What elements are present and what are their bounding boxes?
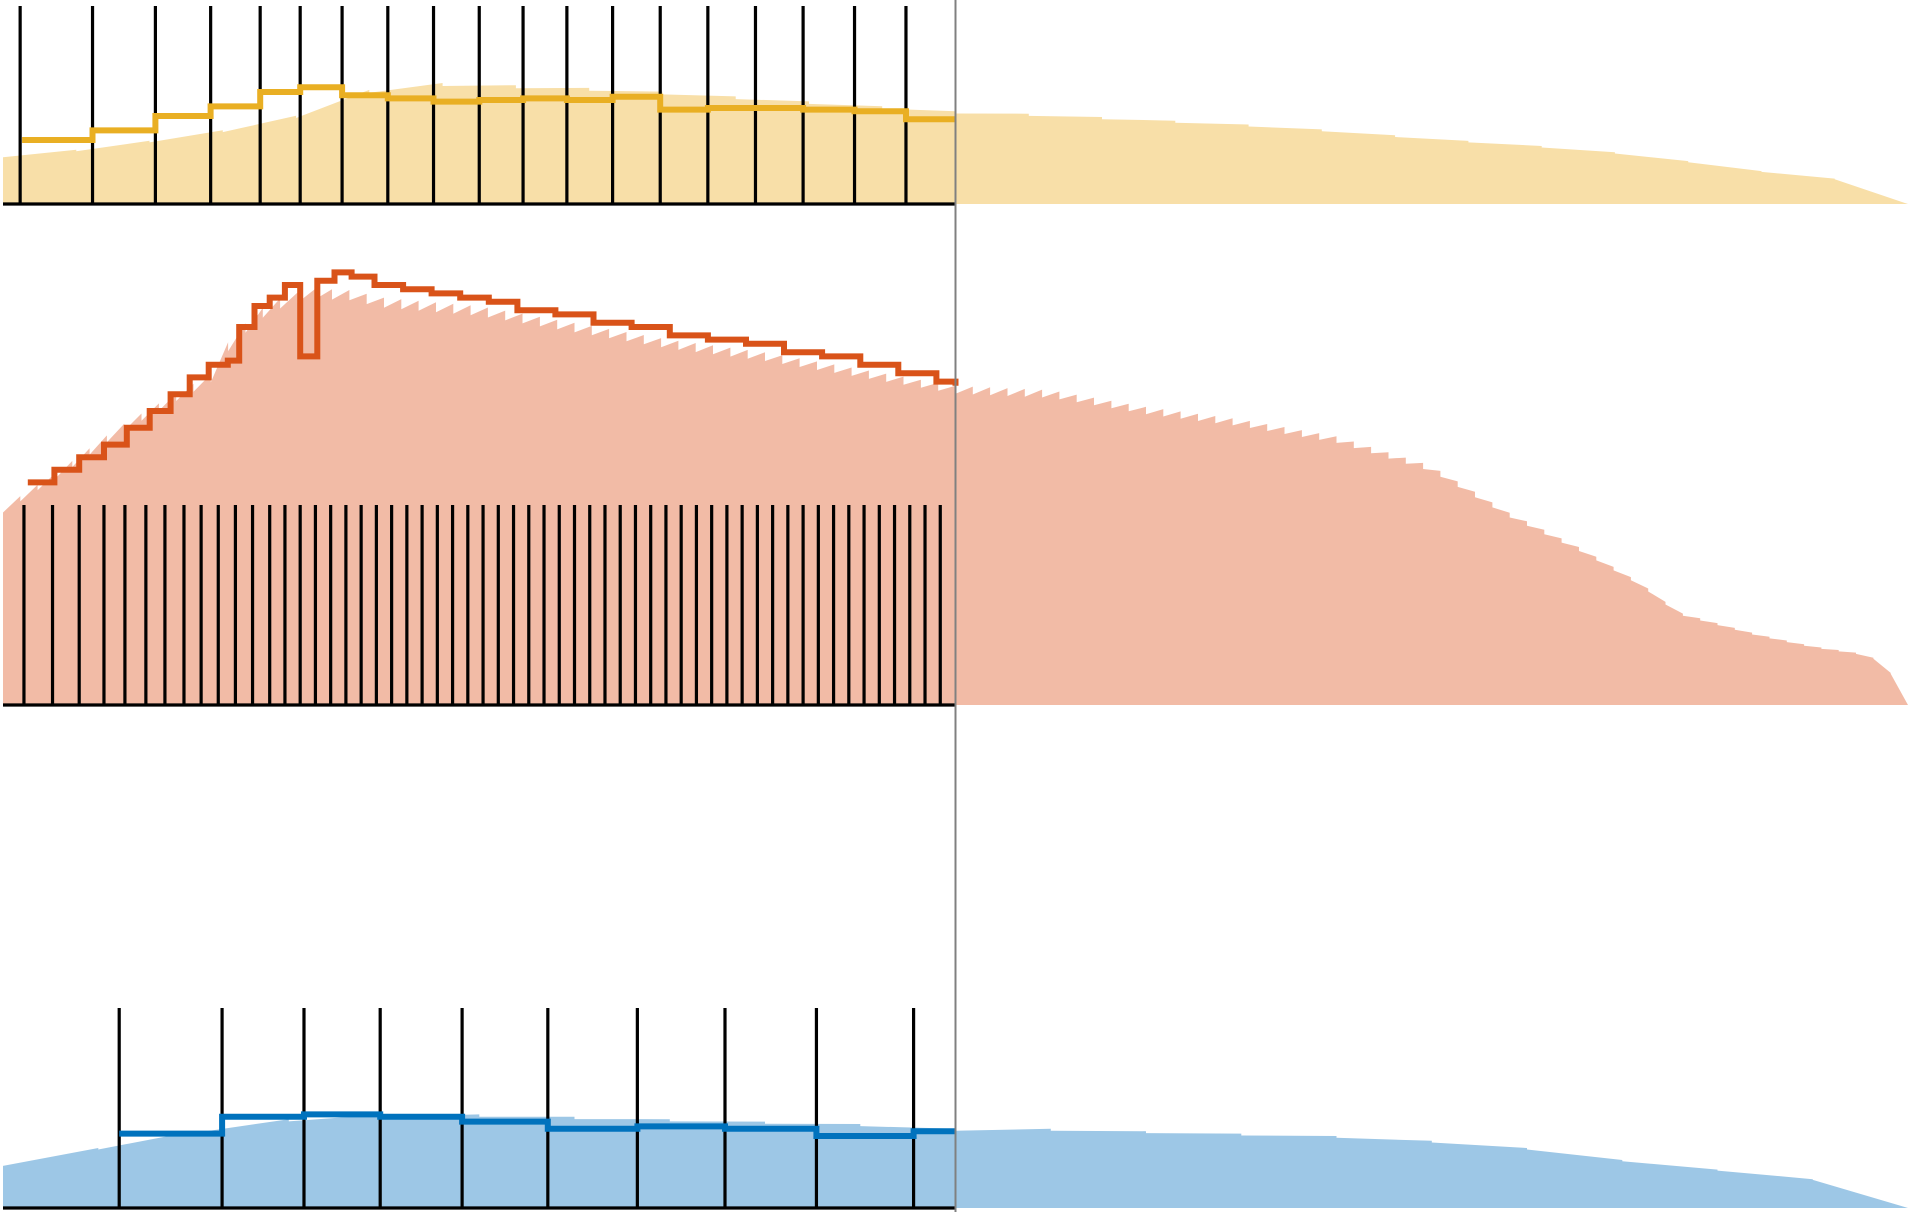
panel-3-step-line <box>119 1111 956 1139</box>
panel-2-step-line <box>27 269 959 486</box>
panel-1-step-line <box>22 84 956 143</box>
